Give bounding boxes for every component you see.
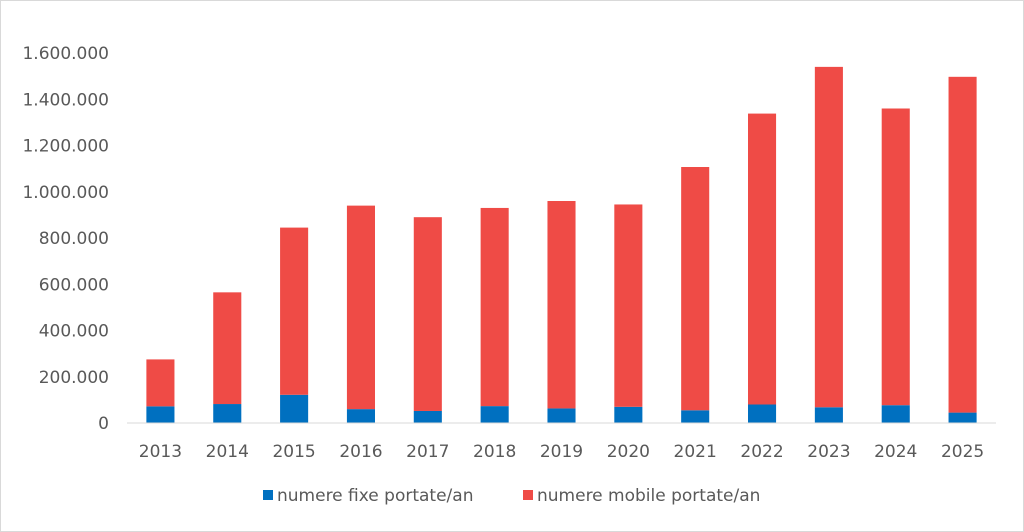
bar-fixed-2021 — [681, 410, 710, 423]
bar-mobile-2018 — [480, 207, 509, 407]
y-tick-label: 1.600.000 — [22, 44, 109, 64]
y-tick-label: 400.000 — [39, 322, 109, 342]
legend-label-mobile: numere mobile portate/an — [537, 486, 760, 506]
bar-mobile-2024 — [881, 108, 910, 406]
bar-mobile-2014 — [213, 292, 242, 405]
legend: numere fixe portate/an numere mobile port… — [263, 486, 760, 506]
x-tick-label: 2025 — [941, 442, 984, 462]
x-tick-label: 2016 — [339, 442, 382, 462]
y-axis-tick-labels: 0 200.000 400.000 600.000 800.000 1.000.000 1.… — [22, 44, 109, 434]
x-tick-label: 2021 — [674, 442, 717, 462]
bar-mobile-2016 — [346, 205, 375, 410]
bar-fixed-2016 — [346, 409, 375, 423]
x-tick-label: 2015 — [272, 442, 315, 462]
bar-fixed-2017 — [413, 410, 442, 423]
x-tick-label: 2013 — [139, 442, 182, 462]
bar-fixed-2019 — [547, 408, 576, 423]
bars-group — [146, 66, 977, 423]
bar-mobile-2020 — [614, 204, 643, 407]
bar-fixed-2020 — [614, 406, 643, 423]
bar-mobile-2021 — [681, 167, 710, 411]
legend-swatch-mobile — [523, 490, 533, 500]
x-tick-label: 2023 — [807, 442, 850, 462]
bar-mobile-2025 — [948, 76, 977, 413]
bar-mobile-2023 — [814, 66, 843, 408]
x-axis-tick-labels: 2013 2014 2015 2016 2017 2018 2019 2020 2021 2022… — [139, 442, 984, 462]
bar-fixed-2018 — [480, 406, 509, 423]
bar-fixed-2015 — [280, 394, 309, 423]
bar-mobile-2013 — [146, 359, 175, 407]
y-tick-label: 800.000 — [39, 229, 109, 249]
bar-mobile-2022 — [748, 113, 777, 405]
legend-label-fixed: numere fixe portate/an — [277, 486, 473, 506]
y-tick-label: 1.400.000 — [22, 90, 109, 110]
y-tick-label: 200.000 — [39, 368, 109, 388]
bar-fixed-2024 — [881, 405, 910, 423]
bar-fixed-2022 — [748, 404, 777, 423]
y-tick-label: 0 — [98, 414, 109, 434]
y-tick-label: 600.000 — [39, 275, 109, 295]
y-tick-label: 1.200.000 — [22, 137, 109, 157]
bar-fixed-2014 — [213, 404, 242, 423]
bar-mobile-2017 — [413, 217, 442, 411]
x-tick-label: 2020 — [607, 442, 650, 462]
bar-fixed-2013 — [146, 406, 175, 423]
bar-fixed-2023 — [814, 407, 843, 423]
x-tick-label: 2024 — [874, 442, 917, 462]
x-tick-label: 2019 — [540, 442, 583, 462]
x-tick-label: 2017 — [406, 442, 449, 462]
bar-fixed-2025 — [948, 412, 977, 423]
bar-mobile-2019 — [547, 201, 576, 409]
legend-swatch-fixed — [263, 490, 273, 500]
bar-mobile-2015 — [280, 227, 309, 395]
x-tick-label: 2014 — [206, 442, 249, 462]
y-tick-label: 1.000.000 — [22, 183, 109, 203]
x-tick-label: 2022 — [740, 442, 783, 462]
x-tick-label: 2018 — [473, 442, 516, 462]
